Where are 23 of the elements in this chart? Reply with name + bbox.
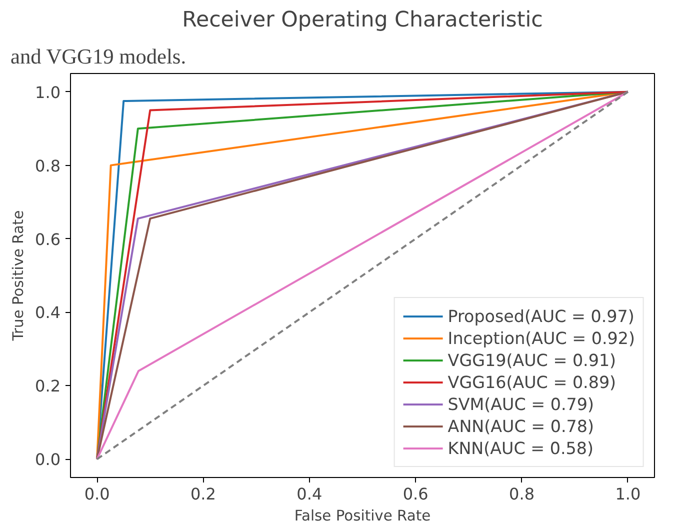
legend-label: VGG19(AUC = 0.91) bbox=[448, 350, 616, 370]
x-tick-label: 0.4 bbox=[296, 484, 322, 504]
x-axis-title: False Positive Rate bbox=[294, 508, 431, 524]
x-tick-label: 0.0 bbox=[84, 484, 110, 504]
y-tick-label: 0.2 bbox=[35, 376, 61, 396]
y-tick-label: 0.6 bbox=[35, 230, 61, 249]
y-tick-label: 0.8 bbox=[35, 156, 61, 176]
y-tick-label: 1.0 bbox=[35, 82, 61, 102]
legend-label: ANN(AUC = 0.78) bbox=[448, 416, 594, 436]
legend-label: KNN(AUC = 0.58) bbox=[448, 438, 594, 458]
text: and VGG19 models. bbox=[10, 44, 186, 68]
legend-label: VGG16(AUC = 0.89) bbox=[448, 372, 616, 392]
y-tick-label: 0.0 bbox=[35, 450, 61, 470]
chart-title: Receiver Operating Characteristic bbox=[182, 8, 543, 32]
legend-label: SVM(AUC = 0.79) bbox=[448, 394, 594, 414]
y-axis-title: True Positive Rate bbox=[10, 210, 28, 342]
legend-label: Proposed(AUC = 0.97) bbox=[448, 306, 634, 326]
y-tick-label: 0.4 bbox=[35, 303, 61, 322]
legend-label: Inception(AUC = 0.92) bbox=[448, 328, 635, 348]
x-tick-label: 1.0 bbox=[615, 484, 641, 504]
x-tick-label: 0.6 bbox=[402, 484, 428, 504]
x-tick-label: 0.8 bbox=[509, 484, 535, 504]
x-tick-label: 0.2 bbox=[190, 484, 216, 504]
